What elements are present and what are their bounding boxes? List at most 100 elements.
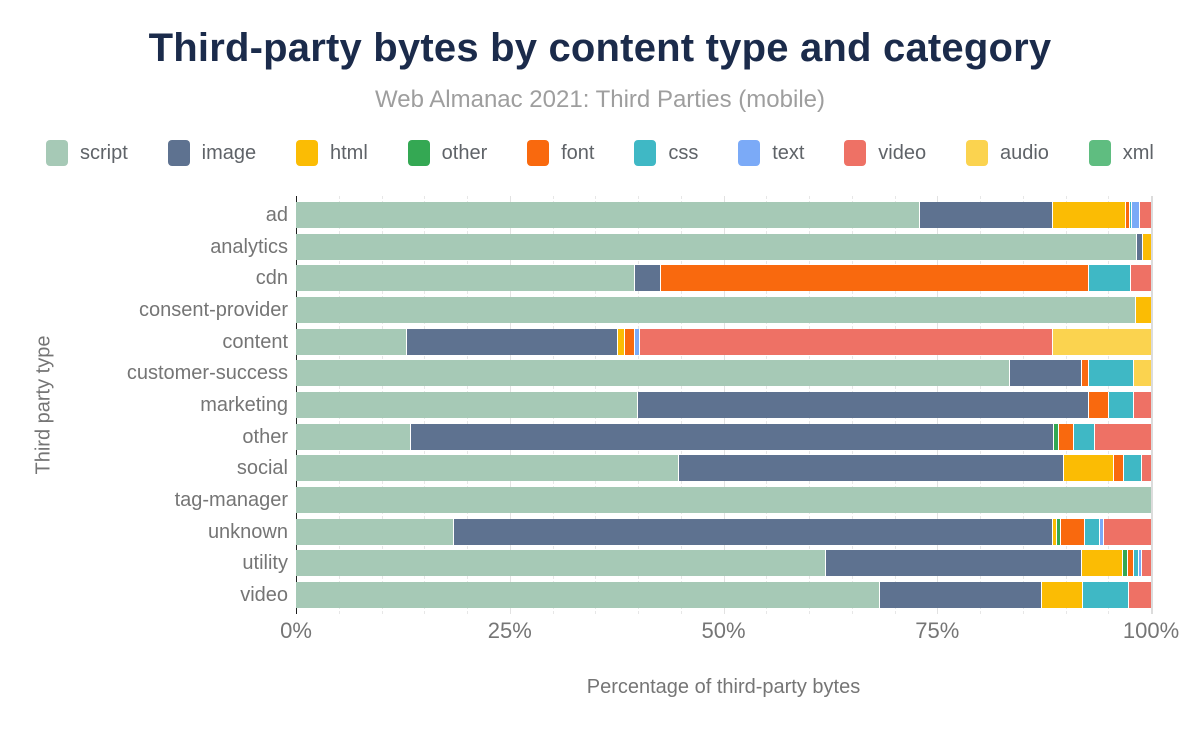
bar-segment-utility-font[interactable] xyxy=(1127,550,1134,577)
bar-segment-utility-css[interactable] xyxy=(1133,550,1139,577)
bar-segment-ad-font[interactable] xyxy=(1126,202,1130,228)
legend-label-xml: xml xyxy=(1122,141,1154,164)
bar-segment-marketing-video[interactable] xyxy=(1133,391,1151,418)
bar-segment-marketing-script[interactable] xyxy=(296,391,638,418)
chart-title: Third-party bytes by content type and ca… xyxy=(148,26,1052,70)
bar-segment-customer-success-image[interactable] xyxy=(1009,360,1082,387)
bar-segment-utility-script[interactable] xyxy=(296,550,827,577)
bar-track-unknown xyxy=(296,518,1151,545)
bar-segment-video-script[interactable] xyxy=(296,581,880,608)
bar-track-ad xyxy=(296,202,1151,228)
bar-segment-other-other[interactable] xyxy=(1053,423,1059,450)
legend-label-html: html xyxy=(330,141,368,164)
bar-track-utility xyxy=(296,550,1151,577)
y-axis-label-content: content xyxy=(222,330,288,353)
bar-track-video xyxy=(296,581,1151,608)
bar-segment-tag-manager-script[interactable] xyxy=(296,486,1151,513)
bar-segment-utility-image[interactable] xyxy=(826,550,1082,577)
bar-row-customer-success: customer-success xyxy=(20,360,1151,387)
bar-segment-ad-image[interactable] xyxy=(920,202,1053,228)
bar-segment-ad-html[interactable] xyxy=(1052,202,1127,228)
bar-segment-unknown-script[interactable] xyxy=(296,518,455,545)
bar-segment-social-image[interactable] xyxy=(679,455,1064,482)
bar-segment-unknown-font[interactable] xyxy=(1061,518,1086,545)
bar-row-analytics: analytics xyxy=(20,233,1151,260)
bar-segment-analytics-html[interactable] xyxy=(1143,233,1151,260)
bar-segment-unknown-video[interactable] xyxy=(1103,518,1151,545)
bar-segment-content-html[interactable] xyxy=(618,328,626,355)
bar-track-consent-provider xyxy=(296,296,1151,323)
x-tick-label-75: 75% xyxy=(915,618,960,643)
bar-segment-unknown-image[interactable] xyxy=(454,518,1053,545)
bar-segment-consent-provider-script[interactable] xyxy=(296,296,1136,323)
legend-item-text: text xyxy=(738,140,804,166)
bar-segment-video-html[interactable] xyxy=(1042,581,1084,608)
bar-segment-social-css[interactable] xyxy=(1124,455,1143,482)
legend-item-other: other xyxy=(407,140,487,166)
legend-swatch-xml xyxy=(1088,140,1111,166)
legend-item-video: video xyxy=(844,140,926,166)
bar-segment-cdn-video[interactable] xyxy=(1131,265,1151,292)
bar-segment-utility-video[interactable] xyxy=(1142,550,1151,577)
bar-segment-customer-success-audio[interactable] xyxy=(1133,360,1151,387)
bar-segment-utility-text[interactable] xyxy=(1139,550,1143,577)
bar-segment-cdn-image[interactable] xyxy=(635,265,662,292)
bar-segment-content-image[interactable] xyxy=(407,328,619,355)
bar-segment-cdn-script[interactable] xyxy=(296,265,636,292)
bar-segment-customer-success-font[interactable] xyxy=(1081,360,1090,387)
bar-segment-unknown-text[interactable] xyxy=(1099,518,1104,545)
bar-segment-content-video[interactable] xyxy=(639,328,1053,355)
bar-segment-ad-text[interactable] xyxy=(1132,202,1140,228)
x-tick-label-50: 50% xyxy=(701,618,746,643)
bar-segment-social-font[interactable] xyxy=(1114,455,1125,482)
bar-segment-content-text[interactable] xyxy=(635,328,640,355)
bar-segment-other-font[interactable] xyxy=(1058,423,1075,450)
y-axis-label-customer-success: customer-success xyxy=(126,362,288,385)
bar-segment-social-video[interactable] xyxy=(1142,455,1151,482)
bar-segment-cdn-font[interactable] xyxy=(661,265,1089,292)
bar-segment-analytics-script[interactable] xyxy=(296,233,1138,260)
bar-segment-consent-provider-html[interactable] xyxy=(1135,296,1151,323)
bar-row-ad: ad xyxy=(20,202,1151,228)
bar-segment-customer-success-script[interactable] xyxy=(296,360,1010,387)
legend-swatch-html xyxy=(296,140,318,166)
legend-item-font: font xyxy=(527,140,594,166)
bar-rows: ad analytics cdn consent-provider content cus… xyxy=(20,202,1151,608)
y-axis-title-wrap: Third party type xyxy=(22,196,66,614)
bar-segment-other-script[interactable] xyxy=(296,423,412,450)
bar-segment-other-video[interactable] xyxy=(1094,423,1151,450)
bar-track-social xyxy=(296,455,1151,482)
bar-segment-content-font[interactable] xyxy=(625,328,636,355)
bar-segment-analytics-image[interactable] xyxy=(1137,233,1144,260)
bar-row-other: other xyxy=(20,423,1151,450)
bar-segment-customer-success-css[interactable] xyxy=(1089,360,1134,387)
legend-label-text: text xyxy=(772,141,805,164)
bar-segment-social-script[interactable] xyxy=(296,455,680,482)
bar-segment-content-audio[interactable] xyxy=(1052,328,1151,355)
bar-segment-unknown-css[interactable] xyxy=(1085,518,1100,545)
bar-segment-utility-other[interactable] xyxy=(1122,550,1128,577)
bar-segment-marketing-image[interactable] xyxy=(638,391,1089,418)
bar-row-tag-manager: tag-manager xyxy=(20,486,1151,513)
bar-segment-social-html[interactable] xyxy=(1063,455,1115,482)
bar-segment-marketing-css[interactable] xyxy=(1109,391,1134,418)
bar-segment-unknown-other[interactable] xyxy=(1056,518,1062,545)
y-axis-label-social: social xyxy=(236,457,288,480)
bar-segment-other-css[interactable] xyxy=(1074,423,1095,450)
legend-swatch-script xyxy=(46,140,68,166)
bar-segment-ad-script[interactable] xyxy=(296,202,921,228)
bar-segment-marketing-font[interactable] xyxy=(1088,391,1110,418)
bar-segment-video-css[interactable] xyxy=(1083,581,1129,608)
bar-segment-content-script[interactable] xyxy=(296,328,408,355)
bar-segment-video-image[interactable] xyxy=(879,581,1043,608)
bar-segment-ad-css[interactable] xyxy=(1129,202,1133,228)
bar-segment-cdn-css[interactable] xyxy=(1088,265,1132,292)
bar-segment-other-image[interactable] xyxy=(411,423,1054,450)
bar-segment-ad-video[interactable] xyxy=(1139,202,1151,228)
y-axis-label-ad: ad xyxy=(265,204,288,226)
bar-segment-unknown-html[interactable] xyxy=(1052,518,1057,545)
y-axis-label-unknown: unknown xyxy=(207,520,288,543)
bar-segment-video-video[interactable] xyxy=(1128,581,1151,608)
bar-segment-utility-html[interactable] xyxy=(1081,550,1123,577)
